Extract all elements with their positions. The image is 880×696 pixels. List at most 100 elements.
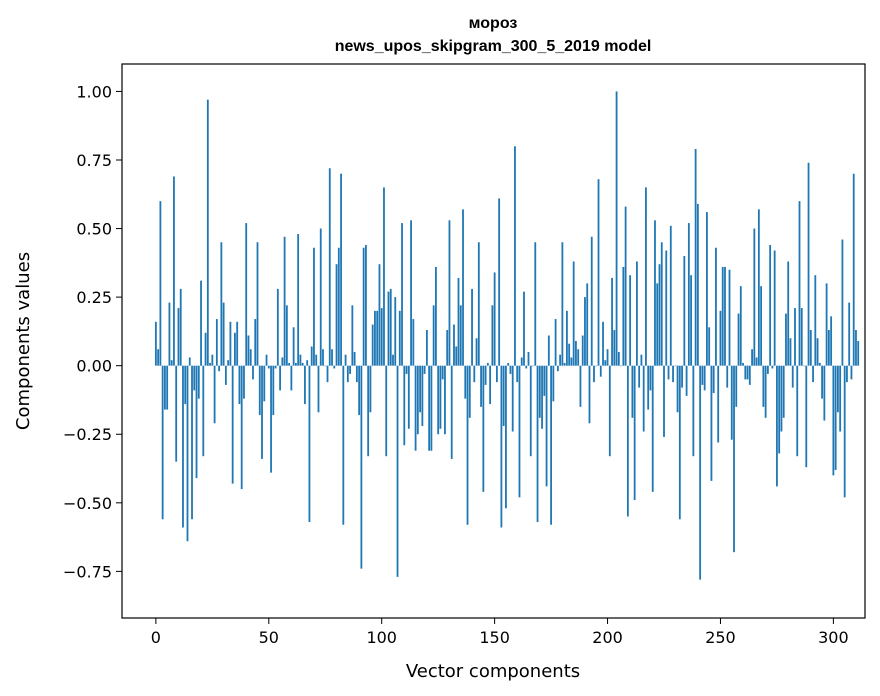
bar [258,365,261,416]
y-tick-label: 1.00 [76,82,112,101]
bar [186,365,189,542]
bar [414,365,417,451]
bar [450,365,453,459]
bar [193,365,196,391]
bar [367,365,370,457]
bar [213,365,216,424]
bar [642,365,645,432]
bar [486,362,489,366]
bar [428,365,431,451]
bar [523,291,525,366]
bar [495,365,498,383]
bar [836,365,839,413]
y-tick-label: −0.25 [63,425,112,444]
bar [240,365,243,490]
bar [166,365,169,410]
bar [220,242,223,366]
bar [200,280,202,366]
bar [313,247,315,366]
bar [412,319,415,366]
bar [482,365,485,492]
bar [346,365,349,383]
bar [484,365,487,385]
bar [455,346,458,366]
bar [622,266,625,366]
bar [518,365,521,498]
bar [739,286,742,366]
bar [615,91,618,366]
bar [184,365,187,405]
bar [164,365,166,410]
bar [769,245,772,366]
bar [748,365,751,385]
bar [563,362,566,366]
bar [633,365,636,501]
y-axis-ticks: 1.00 0.75 0.50 0.25 0.00 −0.25 −0.50 −0.75 [63,82,122,581]
bar [238,365,241,405]
bar [735,365,738,407]
bar [660,242,663,366]
bar [234,332,236,366]
bar [640,354,643,366]
bar [380,308,383,366]
bar [333,365,336,369]
bar [306,360,309,366]
y-tick-label: 0.25 [76,288,112,307]
bar [599,365,602,377]
x-tick-label: 0 [151,628,161,647]
bar [511,365,514,432]
bar [502,365,505,427]
bar [475,338,478,366]
bar [215,319,218,366]
bar [543,365,546,396]
x-tick-label: 100 [366,628,397,647]
bar [319,228,322,366]
bar [710,365,713,481]
x-tick-label: 150 [479,628,510,647]
bar [572,261,575,366]
bar [586,283,589,366]
bar [364,245,367,366]
bar [721,266,724,366]
bar [263,365,266,402]
bar [301,362,304,366]
bar [387,291,390,366]
bar [471,288,473,366]
bar [197,365,200,399]
bar [757,209,760,366]
bar [672,365,674,383]
bar [737,313,740,366]
y-tick-label: −0.75 [63,562,112,581]
bar [787,261,790,366]
bar [588,365,591,424]
bar [742,362,744,366]
bar [800,308,803,366]
chart-subtitle: news_upos_skipgram_300_5_2019 model [335,38,652,55]
bar [439,365,442,429]
bar [247,335,250,366]
bar [771,365,774,369]
bar [690,275,693,366]
bar [337,247,340,366]
bar [489,365,492,405]
bar [694,149,697,366]
bar [794,308,796,366]
bar [385,365,388,457]
bar [191,365,193,520]
y-axis-label: Components values [13,252,34,430]
bar [310,346,313,366]
bar [663,365,665,437]
bar [161,365,164,520]
bar [676,365,679,413]
bar [669,225,672,366]
bar [654,220,656,366]
bar [733,365,735,553]
bar [299,354,302,366]
bar [211,354,214,366]
bar [457,277,460,366]
bar [629,275,632,366]
bar [520,357,523,366]
bar [532,365,534,367]
bar [593,365,595,383]
